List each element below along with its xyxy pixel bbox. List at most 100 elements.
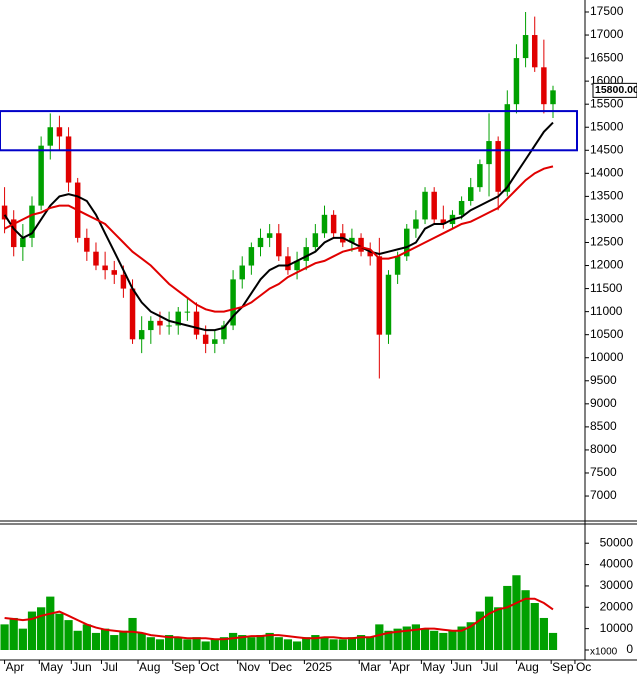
last-price-tag	[592, 82, 637, 98]
y-tick-label: 20000	[600, 599, 634, 613]
volume-bar	[137, 632, 146, 650]
volume-bar	[466, 622, 475, 650]
candle-body	[212, 339, 218, 344]
candle-body	[541, 67, 547, 105]
candle-body	[394, 256, 401, 275]
candle-body	[230, 279, 236, 326]
volume-bar	[457, 626, 466, 650]
candle-body	[285, 256, 291, 271]
candle-body	[303, 247, 309, 261]
volume-bar	[338, 639, 347, 650]
x-tick-label: Dec	[271, 660, 292, 674]
y-tick-label: 17500	[590, 4, 624, 18]
candle-body	[184, 311, 191, 313]
candle-body	[138, 330, 145, 340]
candle-body	[47, 127, 54, 146]
y-tick-label: 30000	[600, 578, 634, 592]
y-tick-label: 7500	[590, 465, 617, 479]
candle-body	[65, 136, 72, 183]
volume-bar	[9, 617, 18, 650]
y-tick-label: 9000	[590, 396, 617, 410]
volume-bar	[210, 639, 219, 650]
volume-bar	[302, 637, 311, 650]
candle-body	[468, 187, 474, 201]
candle-body	[276, 233, 282, 257]
volume-bar	[37, 607, 46, 650]
volume-bar	[283, 639, 293, 650]
volume-bar	[174, 637, 183, 650]
y-tick-label: 11500	[590, 281, 623, 295]
y-tick-label: 8500	[590, 419, 617, 433]
volume-unit: x1000	[590, 647, 618, 658]
candle-body	[1, 205, 8, 220]
candle-body	[129, 288, 136, 340]
x-tick-label: Nov	[239, 660, 260, 674]
candle-body	[20, 237, 26, 248]
volume-bar	[494, 607, 503, 650]
volume-bar	[347, 637, 357, 650]
candle-body	[193, 311, 200, 335]
last-price-label: 15800.00	[595, 84, 637, 96]
volume-bar	[146, 637, 155, 650]
candle-body	[358, 237, 364, 252]
candle-body	[385, 274, 392, 335]
volume-bar	[155, 639, 165, 650]
volume-bar	[311, 635, 320, 650]
y-tick-label: 12000	[590, 258, 624, 272]
candle-body	[404, 228, 410, 257]
candle-body	[312, 233, 319, 248]
y-tick-label: 16500	[590, 50, 624, 64]
volume-bar	[82, 624, 91, 650]
candle-body	[477, 164, 483, 188]
volume-bar	[384, 630, 393, 650]
volume-bar	[420, 628, 430, 650]
volume-bar	[110, 635, 119, 650]
volume-bar	[530, 603, 539, 650]
x-tick-label: Aug	[517, 660, 538, 674]
y-tick-label: 40000	[600, 557, 634, 571]
candle-body	[102, 265, 108, 271]
volume-bar	[201, 641, 210, 650]
x-tick-label: Aug	[139, 660, 160, 674]
volume-bar	[430, 630, 439, 650]
candle-body	[504, 104, 511, 192]
y-tick-label: 15000	[590, 119, 624, 133]
y-tick-label: 10000	[600, 621, 634, 635]
y-tick-label: 12500	[590, 235, 624, 249]
volume-bar	[192, 637, 201, 650]
volume-bar	[548, 632, 558, 650]
volume-bar	[503, 585, 512, 650]
volume-bar	[238, 635, 247, 650]
x-tick-label: Jun	[453, 660, 472, 674]
volume-bar	[256, 635, 265, 650]
volume-bar	[219, 637, 229, 650]
volume-bar	[119, 630, 128, 650]
y-tick-label: 9500	[590, 373, 617, 387]
candle-body	[257, 237, 264, 248]
volume-bar	[101, 628, 110, 650]
x-tick-label: 2025	[305, 660, 332, 674]
volume-bar	[375, 624, 384, 650]
candle-body	[376, 256, 383, 335]
x-tick-label: May	[40, 660, 63, 674]
volume-bar	[402, 626, 411, 650]
candle-body	[522, 35, 529, 59]
candle-body	[148, 320, 154, 331]
y-tick-label: 11000	[590, 304, 623, 318]
candle-body	[29, 205, 35, 238]
x-tick-label: May	[422, 660, 445, 674]
volume-bar	[366, 637, 375, 650]
candle-body	[93, 251, 99, 266]
volume-bar	[439, 632, 448, 650]
volume-bar	[274, 637, 283, 650]
candle-body	[111, 270, 117, 275]
moving-average-line	[3, 121, 554, 332]
candle-body	[330, 214, 337, 234]
candle-body	[266, 233, 273, 238]
candle-body	[120, 274, 127, 289]
volume-bar	[448, 630, 457, 650]
candle-body	[321, 214, 328, 234]
volume-bar	[64, 620, 73, 650]
candle-body	[294, 260, 300, 271]
